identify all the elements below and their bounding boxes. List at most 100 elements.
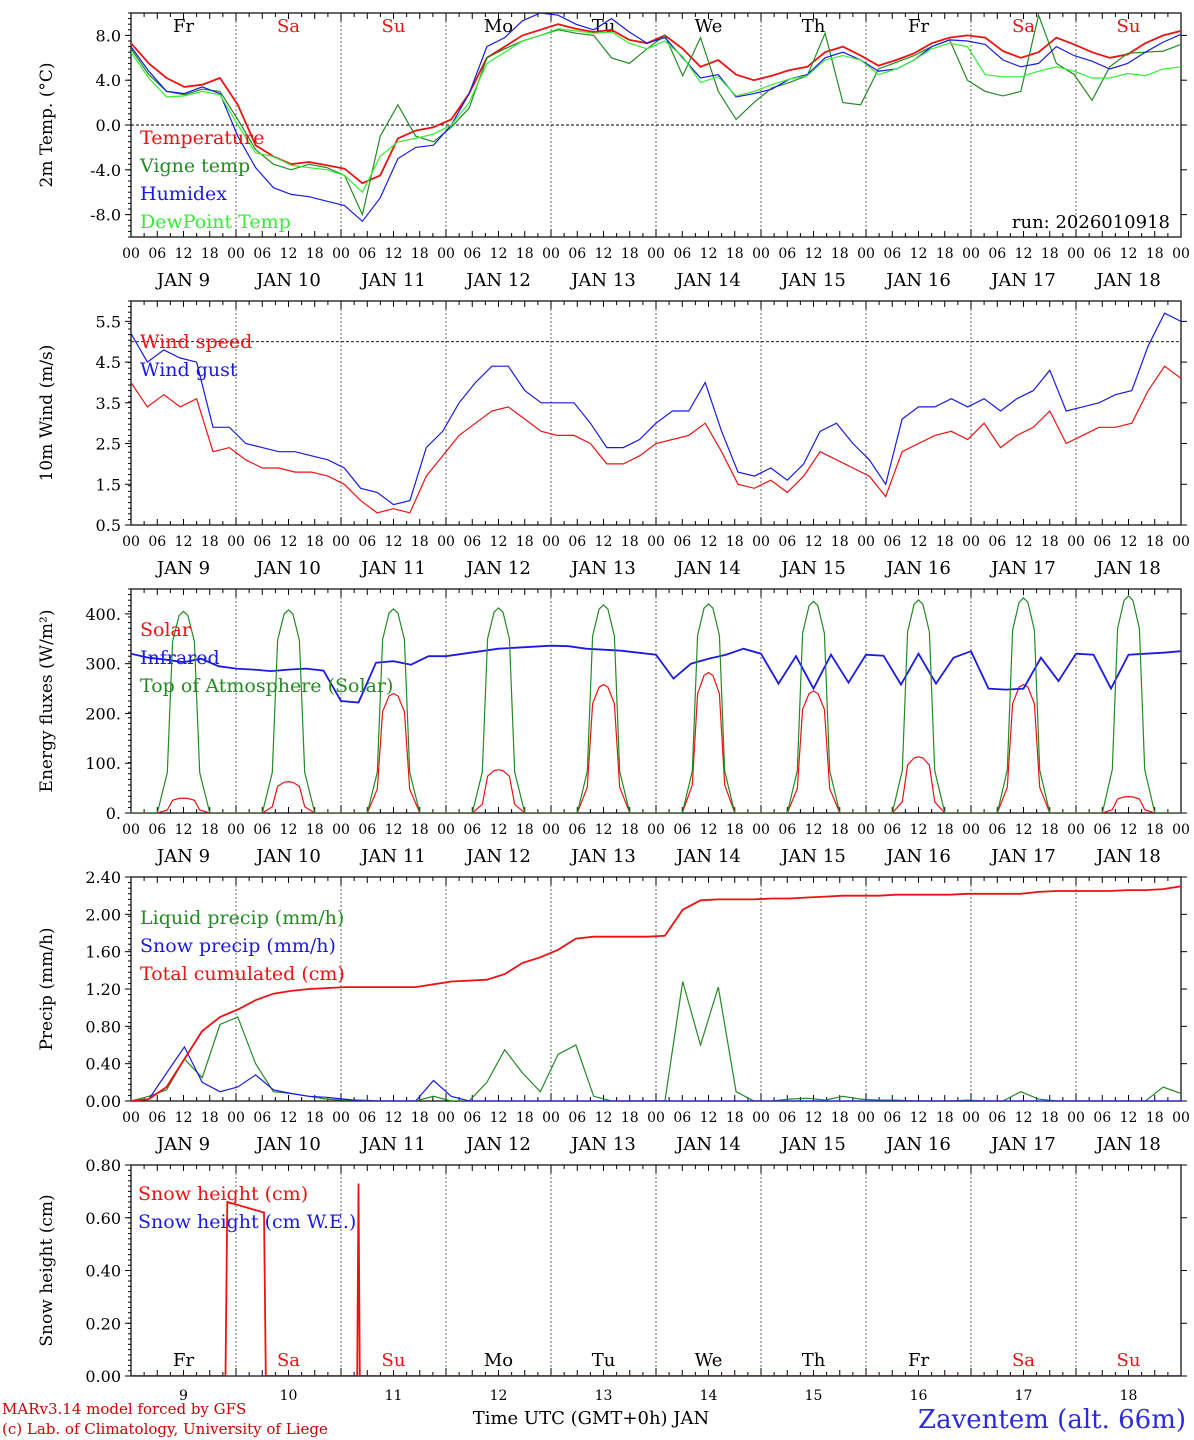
day-label: JAN 17: [989, 558, 1056, 579]
hour-label: 00: [332, 534, 350, 550]
hour-label: 18: [516, 1110, 534, 1126]
y-tick-label: 0.80: [85, 1017, 121, 1036]
hour-label: 00: [647, 822, 665, 838]
hour-label: 06: [568, 822, 586, 838]
hour-label: 00: [752, 246, 770, 262]
day-label: JAN 18: [1094, 846, 1161, 867]
legend-entry: Snow precip (mm/h): [140, 935, 336, 957]
hour-label: 12: [175, 246, 193, 262]
weekday-label: Sa: [1012, 16, 1035, 37]
hour-label: 12: [385, 1110, 403, 1126]
hour-label: 06: [673, 1110, 691, 1126]
hour-label: 06: [253, 246, 271, 262]
legend-entry: Wind gust: [140, 359, 238, 381]
hour-label: 18: [411, 534, 429, 550]
hour-label: 00: [1067, 534, 1085, 550]
y-tick-label: 5.5: [96, 312, 121, 331]
hour-label: 12: [1120, 246, 1138, 262]
hour-label: 00: [647, 246, 665, 262]
day-label: JAN 11: [359, 270, 426, 291]
hour-label: 06: [988, 1110, 1006, 1126]
y-tick-label: 0.: [106, 804, 121, 823]
hour-label: 18: [621, 1110, 639, 1126]
day-number-label: 18: [1120, 1388, 1138, 1404]
hour-label: 00: [227, 1110, 245, 1126]
day-label: JAN 10: [254, 270, 321, 291]
y-tick-label: -8.0: [90, 206, 121, 225]
day-label: JAN 14: [674, 1134, 741, 1155]
hour-label: 00: [962, 1110, 980, 1126]
y-axis-label: 10m Wind (m/s): [37, 345, 57, 482]
hour-label: 06: [883, 534, 901, 550]
day-label: JAN 13: [569, 846, 636, 867]
series-line-vigne-temp: [131, 13, 1181, 217]
weekday-label: Fr: [908, 1350, 929, 1371]
legend-entry: Top of Atmosphere (Solar): [140, 675, 393, 697]
hour-label: 00: [1067, 246, 1085, 262]
day-label: JAN 9: [155, 558, 210, 579]
hour-label: 00: [227, 246, 245, 262]
series-group: [131, 13, 1181, 223]
day-label: JAN 11: [359, 558, 426, 579]
weekday-label: Sa: [277, 16, 300, 37]
y-tick-label: 0.40: [85, 1262, 121, 1281]
hour-label: 12: [385, 822, 403, 838]
hour-label: 06: [988, 246, 1006, 262]
hour-label: 18: [1041, 1110, 1059, 1126]
hour-label: 06: [1093, 822, 1111, 838]
legend-entry: Snow height (cm W.E.): [138, 1211, 356, 1233]
weekday-label: Su: [382, 16, 406, 37]
hour-label: 12: [910, 822, 928, 838]
day-label: JAN 15: [779, 558, 846, 579]
legend-entry: Temperature: [140, 127, 264, 149]
day-label: JAN 16: [884, 1134, 951, 1155]
weekday-label: Su: [1117, 16, 1141, 37]
hour-label: 12: [1015, 1110, 1033, 1126]
hour-label: 06: [358, 822, 376, 838]
series-line-wind-speed: [131, 365, 1181, 514]
hour-label: 18: [201, 1110, 219, 1126]
day-label: JAN 11: [359, 846, 426, 867]
series-group: [131, 595, 1181, 813]
series-group: [131, 885, 1181, 1101]
day-number-label: 9: [179, 1388, 188, 1404]
day-label: JAN 13: [569, 1134, 636, 1155]
panel-1: 8.04.00.0-4.0-8.02m Temp. (°C)Fr Sa Su Mo Tu…: [37, 12, 1190, 291]
y-tick-label: 3.5: [96, 394, 121, 413]
hour-label: 12: [280, 822, 298, 838]
hour-label: 18: [201, 534, 219, 550]
hour-label: 00: [227, 534, 245, 550]
hour-label: 06: [568, 1110, 586, 1126]
hour-label: 00: [542, 534, 560, 550]
weekday-label: We: [695, 1350, 723, 1371]
hour-label: 18: [726, 534, 744, 550]
hour-label: 06: [463, 246, 481, 262]
hour-label: 00: [752, 822, 770, 838]
day-label: JAN 16: [884, 270, 951, 291]
y-tick-label: 0.20: [85, 1314, 121, 1333]
series-line-total-cumulated-cm: [131, 885, 1181, 1101]
series-line-top-of-atmosphere-solar: [131, 595, 1181, 813]
hour-label: 12: [1120, 822, 1138, 838]
legend-entry: Total cumulated (cm): [140, 963, 345, 985]
hour-label: 12: [700, 246, 718, 262]
hour-label: 00: [437, 534, 455, 550]
hour-label: 18: [411, 246, 429, 262]
series-group: [131, 1183, 1181, 1376]
hour-label: 12: [1015, 822, 1033, 838]
hour-label: 00: [437, 246, 455, 262]
hour-label: 00: [122, 822, 140, 838]
hour-label: 06: [883, 1110, 901, 1126]
day-label: JAN 12: [464, 1134, 531, 1155]
hour-label: 18: [516, 246, 534, 262]
hour-label: 12: [490, 246, 508, 262]
hour-label: 18: [1041, 246, 1059, 262]
hour-label: 12: [490, 534, 508, 550]
y-tick-label: 0.00: [85, 1092, 121, 1111]
hour-label: 00: [752, 534, 770, 550]
hour-label: 06: [358, 246, 376, 262]
hour-label: 18: [1041, 822, 1059, 838]
day-label: JAN 9: [155, 270, 210, 291]
weekday-label: Fr: [908, 16, 929, 37]
